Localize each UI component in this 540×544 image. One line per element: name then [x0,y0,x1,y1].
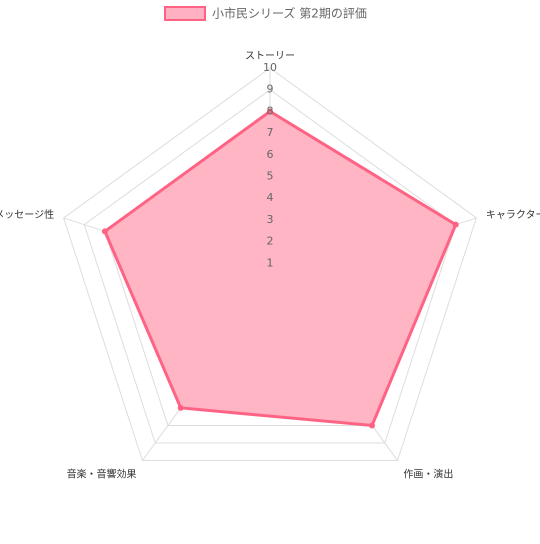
data-point [177,404,184,411]
r-tick-label: 3 [267,213,274,226]
r-tick-label: 1 [267,256,274,269]
data-point [369,422,376,429]
legend-swatch [164,6,206,21]
data-point [101,228,108,235]
grid-line [83,89,457,444]
data-area [103,109,458,428]
category-label: 音楽・音響効果 [67,468,137,481]
data-point [452,221,459,228]
category-label: ストーリー [245,51,295,62]
grid-line [63,67,477,462]
r-tick-label: 4 [267,191,274,204]
r-tick-label: 8 [267,104,274,117]
r-tick-label: 9 [267,83,274,96]
category-label: 作画・演出 [403,468,453,481]
r-tick-label: 2 [267,235,274,248]
r-tick-label: 7 [267,126,274,139]
category-label: キャラクター [486,209,540,221]
r-tick-label: 10 [263,61,277,74]
category-label: メッセージ性 [0,208,54,221]
r-tick-label: 5 [267,170,274,183]
r-tick-label: 6 [267,148,274,161]
data-point [267,108,273,115]
legend-label: 小市民シリーズ 第2期の評価 [212,6,367,21]
